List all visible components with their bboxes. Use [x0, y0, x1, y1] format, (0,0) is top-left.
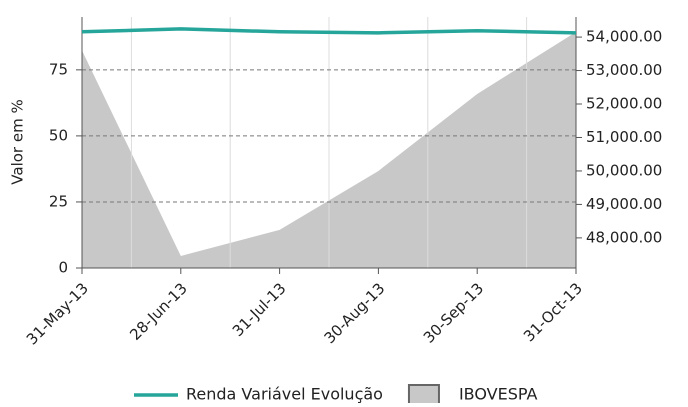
legend-label: Renda Variável Evolução — [186, 385, 383, 404]
x-tick-label: 30-Aug-13 — [321, 279, 389, 347]
y2-tick-label: 48,000.00 — [586, 228, 662, 246]
y2-tick-label: 52,000.00 — [586, 95, 662, 113]
x-tick-label: 31-May-13 — [23, 279, 92, 348]
y-tick-label: 75 — [49, 60, 68, 78]
y2-tick-label: 50,000.00 — [586, 161, 662, 179]
x-tick-label: 31-Jul-13 — [229, 279, 290, 340]
area — [82, 32, 576, 269]
y2-tick-label: 53,000.00 — [586, 61, 662, 79]
y2-tick-label: 49,000.00 — [586, 195, 662, 213]
y-axis-label: Valor em % — [9, 99, 27, 184]
y2-tick-label: 51,000.00 — [586, 128, 662, 146]
y2-tick-label: 54,000.00 — [586, 28, 662, 46]
line — [81, 27, 577, 35]
legend-label: IBOVESPA — [459, 385, 538, 404]
y-tick-label: 25 — [49, 192, 68, 210]
x-tick-label: 31-Oct-13 — [520, 279, 586, 345]
x-tick-label: 30-Sep-13 — [420, 279, 487, 346]
legend-swatch — [407, 384, 440, 406]
x-tick-label: 28-Jun-13 — [126, 279, 191, 344]
y-tick-label: 50 — [49, 126, 68, 144]
y-tick-label: 0 — [58, 259, 68, 277]
